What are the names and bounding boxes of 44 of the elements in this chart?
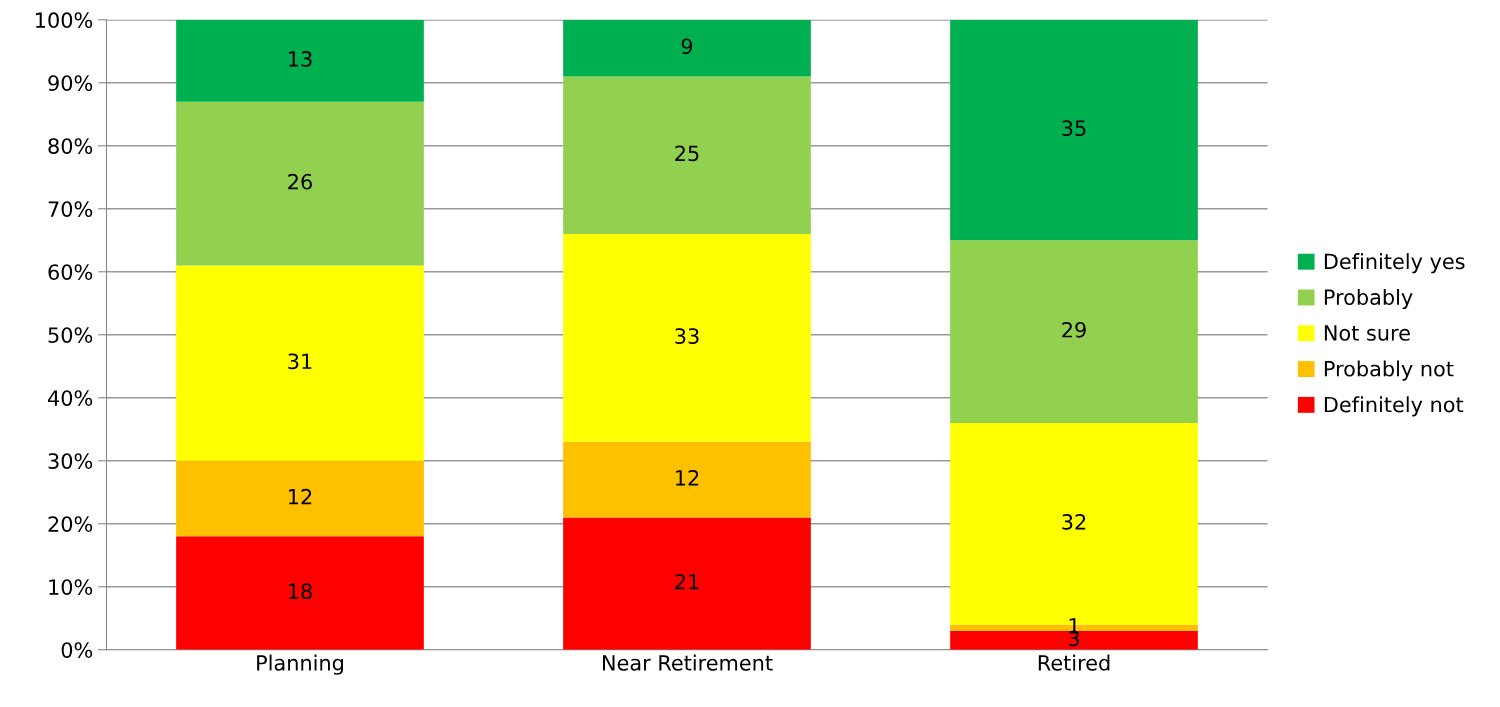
y-tick-label: 40%: [48, 390, 93, 406]
bar: [176, 19, 424, 102]
y-tick-label: 80%: [48, 138, 93, 154]
x-tick-label: Near Retirement: [603, 654, 773, 671]
data-label: 12: [289, 488, 312, 505]
data-label: 25: [675, 145, 699, 162]
y-tick-label: 30%: [48, 453, 93, 469]
data-label: 35: [1062, 120, 1086, 137]
bar: [563, 233, 811, 442]
data-label: 18: [289, 583, 312, 600]
x-tick-label: Retired: [1038, 654, 1110, 671]
data-label: 9: [681, 38, 693, 55]
bar: [176, 101, 424, 266]
bar: [176, 460, 424, 537]
y-tick-label: 20%: [48, 516, 93, 532]
y-tick-label: 0%: [61, 642, 93, 658]
y-tick-label: 10%: [49, 579, 93, 595]
y-tick-label: 100%: [36, 12, 93, 29]
data-label: 29: [1062, 321, 1086, 338]
legend-label: Not sure: [1324, 325, 1410, 341]
y-tick-label: 70%: [48, 201, 93, 217]
bar: [950, 19, 1198, 241]
data-label: 32: [1062, 514, 1086, 530]
bar: [563, 441, 811, 518]
x-tick-label: Planning: [257, 654, 343, 675]
data-label: 33: [675, 328, 699, 344]
legend-label: Probably not: [1324, 360, 1454, 381]
data-label: 26: [288, 173, 312, 190]
data-label: 21: [675, 573, 699, 590]
legend-label: Probably: [1324, 288, 1413, 310]
bar: [176, 536, 424, 650]
bar: [563, 517, 811, 650]
data-label: 12: [676, 469, 699, 486]
data-label: 31: [288, 353, 312, 370]
bar: [176, 265, 424, 461]
legend-label: Definitely not: [1324, 396, 1464, 417]
data-label: 13: [289, 51, 312, 67]
y-tick-label: 60%: [48, 264, 93, 280]
bar: [563, 19, 811, 77]
bar: [950, 240, 1198, 423]
y-tick-label: 90%: [48, 75, 93, 91]
y-tick-label: 50%: [48, 327, 93, 343]
legend-label: Definitely yes: [1324, 253, 1465, 274]
bar: [563, 76, 811, 234]
